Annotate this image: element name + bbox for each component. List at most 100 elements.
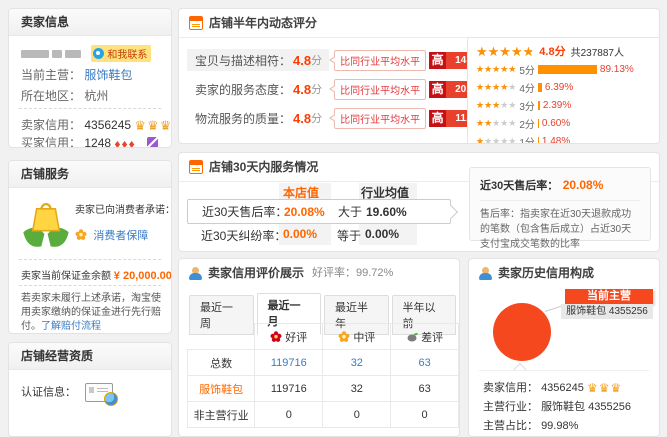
cert-seal-icon bbox=[104, 392, 119, 406]
dsr-row-2-unit: 分 bbox=[311, 113, 323, 125]
rating-breakdown-row: ★★★★★★★★★★ 3分 2.39% bbox=[476, 98, 659, 113]
breakdown-bar bbox=[537, 83, 542, 92]
dsr-row-0-bubble: 比同行业平均水平 bbox=[329, 49, 427, 71]
dsr-row-2-bubble: 比同行业平均水平 bbox=[329, 107, 427, 129]
main-business-link[interactable]: 服饰鞋包 bbox=[84, 68, 133, 82]
seller-name-redacted bbox=[21, 49, 49, 58]
breakdown-bar bbox=[537, 101, 540, 110]
crown-icon: ♛♛♛ bbox=[586, 381, 623, 395]
aftersale-shop-value: 20.08% bbox=[284, 204, 325, 219]
history-seller-credit-value: 4356245 bbox=[541, 382, 584, 394]
calendar-icon bbox=[189, 16, 203, 30]
negative-icon bbox=[407, 332, 419, 341]
dsr-row-2-tag: 高 bbox=[429, 109, 447, 127]
col-neutral: 中评 bbox=[322, 323, 392, 350]
dsr-row-1-unit: 分 bbox=[311, 84, 323, 96]
row-total-label: 总数 bbox=[186, 349, 256, 376]
service30-header: 店铺30天内服务情况 bbox=[179, 153, 659, 182]
row-other-label: 非主营行业 bbox=[186, 401, 256, 428]
aftersale-detail-box: 近30天售后率： 20.08% 售后率：指卖家在近30天退款成功的笔数（包含售后… bbox=[469, 167, 651, 250]
seller-credit-label: 卖家信用： bbox=[21, 118, 82, 132]
deposit-label: 卖家当前保证金余额 bbox=[21, 271, 111, 282]
qualification-panel: 店铺经营资质 认证信息： bbox=[8, 342, 172, 437]
callout-title: 当前主营 bbox=[565, 289, 653, 304]
divider bbox=[19, 108, 161, 109]
dsr-row-0-label: 宝贝与描述相符： bbox=[195, 53, 292, 68]
summary-total: 共237887人 bbox=[570, 47, 624, 59]
breakdown-pct: 2.39% bbox=[542, 100, 572, 111]
history-main-share-value: 99.98% bbox=[541, 420, 579, 432]
seller-info-panel: 卖家信息 和我联系 当前主营： 服饰鞋包 所在地区： 杭州 卖家信用： 4356… bbox=[8, 8, 172, 148]
deposit-note: 若卖家未履行上述承诺，淘宝使用卖家缴纳的保证金进行先行赔付。了解赔付流程 bbox=[21, 292, 161, 333]
dsr-panel: 店铺半年内动态评分 宝贝与描述相符： 4.8 分 比同行业平均水平 高 14.3… bbox=[178, 8, 660, 144]
breakdown-pct: 6.39% bbox=[544, 82, 574, 93]
dsr-row-0-score: 4.8 bbox=[293, 52, 312, 68]
aftersale-rate-row[interactable]: 近30天售后率： 20.08% 大于 19.60% bbox=[187, 199, 451, 224]
seller-name-redacted bbox=[65, 49, 81, 58]
id-card-icon[interactable] bbox=[85, 383, 119, 406]
breakdown-bar bbox=[537, 137, 539, 143]
region-row: 所在地区： 杭州 bbox=[21, 87, 108, 104]
seller-info-title: 卖家信息 bbox=[9, 9, 171, 36]
other-neutral: 0 bbox=[322, 401, 392, 428]
reviews-title: 卖家信用评价展示 bbox=[208, 266, 305, 280]
rate-label: 好评率： bbox=[312, 267, 357, 279]
total-neutral-link[interactable]: 32 bbox=[350, 356, 363, 369]
promise-text: 卖家已向消费者承诺： bbox=[75, 205, 172, 216]
buyer-credit-label: 买家信用： bbox=[21, 136, 82, 148]
reviews-header: 卖家信用评价展示 好评率： 99.72% bbox=[179, 259, 459, 287]
row-category-label: 服饰鞋包 bbox=[186, 375, 256, 402]
dsr-row-1-tag: 高 bbox=[429, 80, 447, 98]
dispute-shop-value: 0.00% bbox=[283, 227, 318, 241]
dsr-row-label: 卖家的服务态度： bbox=[195, 78, 291, 100]
seller-name-row: 和我联系 bbox=[21, 45, 152, 62]
dsr-row-0-unit: 分 bbox=[311, 55, 323, 67]
callout-value: 服饰鞋包 4355256 bbox=[561, 304, 653, 319]
cert-row: 认证信息： bbox=[21, 383, 119, 406]
service30-title: 店铺30天内服务情况 bbox=[209, 160, 319, 174]
breakdown-label: 4分 bbox=[519, 84, 535, 95]
consumer-guarantee-link[interactable]: 消费者保障 bbox=[93, 230, 149, 242]
dispute-industry-value: 0.00% bbox=[365, 227, 400, 241]
positive-flower-icon bbox=[270, 330, 282, 342]
breakdown-pct: 1.48% bbox=[541, 136, 571, 144]
calendar-icon bbox=[189, 160, 203, 174]
divider bbox=[479, 370, 649, 371]
wangwang-icon bbox=[93, 48, 105, 59]
cat-negative: 63 bbox=[390, 375, 459, 402]
buyer-credit-value: 1248 bbox=[84, 136, 112, 148]
star-rating: ★★★★★★★★★★ bbox=[476, 136, 517, 144]
neutral-flower-icon bbox=[338, 330, 350, 342]
reviews-table: 好评 中评 差评 总数 119716 32 63 服饰鞋包 119716 32 … bbox=[186, 323, 459, 428]
dsr-row-1-score: 4.8 bbox=[293, 81, 312, 97]
main-business-label: 当前主营： bbox=[21, 68, 82, 82]
service30-panel: 店铺30天内服务情况 本店值 行业均值 近30天售后率： 20.08% 大于 1… bbox=[178, 152, 660, 252]
total-negative-link[interactable]: 63 bbox=[418, 356, 431, 369]
dispute-rate-row: 近30天纠纷率： bbox=[201, 227, 286, 244]
dsr-header: 店铺半年内动态评分 bbox=[179, 9, 659, 38]
compensation-process-link[interactable]: 了解赔付流程 bbox=[41, 321, 101, 332]
total-positive-link[interactable]: 119716 bbox=[270, 356, 307, 369]
col-positive: 好评 bbox=[254, 323, 324, 350]
breakdown-label: 1分 bbox=[519, 138, 535, 144]
person-icon bbox=[479, 266, 492, 280]
contact-me-badge[interactable]: 和我联系 bbox=[91, 45, 152, 62]
rating-breakdown-row: ★★★★★ ★★★★★ 5分 89.13% bbox=[476, 62, 659, 77]
breakdown-label: 5分 bbox=[519, 66, 535, 77]
qualification-title: 店铺经营资质 bbox=[9, 343, 171, 370]
detail-value: 20.08% bbox=[562, 178, 604, 192]
consumer-protection-icon bbox=[23, 203, 69, 247]
buyer-credit-row: 买家信用： 1248 ♦♦♦ bbox=[21, 134, 159, 148]
other-negative: 0 bbox=[390, 401, 459, 428]
vip-badge-icon bbox=[147, 137, 159, 147]
dsr-row-1-bubble: 比同行业平均水平 bbox=[329, 78, 427, 100]
dsr-row-0-tag: 高 bbox=[429, 51, 447, 69]
col-industry-header: 行业均值 bbox=[361, 186, 410, 200]
star-rating: ★★★★★★★★★★ bbox=[476, 118, 517, 128]
reviews-panel: 卖家信用评价展示 好评率： 99.72% 最近一周 最近一月 最近半年 半年以前… bbox=[178, 258, 460, 437]
history-main-industry-row: 主营行业： 服饰鞋包 4355256 bbox=[483, 398, 631, 414]
rating-summary-top: ★★★★★ ★★★★★ 4.8分 共237887人 bbox=[476, 43, 659, 59]
star-rating: ★★★★★★★★★★ bbox=[476, 64, 517, 74]
shop-service-title: 店铺服务 bbox=[9, 161, 171, 188]
dsr-row-2-label: 物流服务的质量： bbox=[195, 111, 292, 126]
